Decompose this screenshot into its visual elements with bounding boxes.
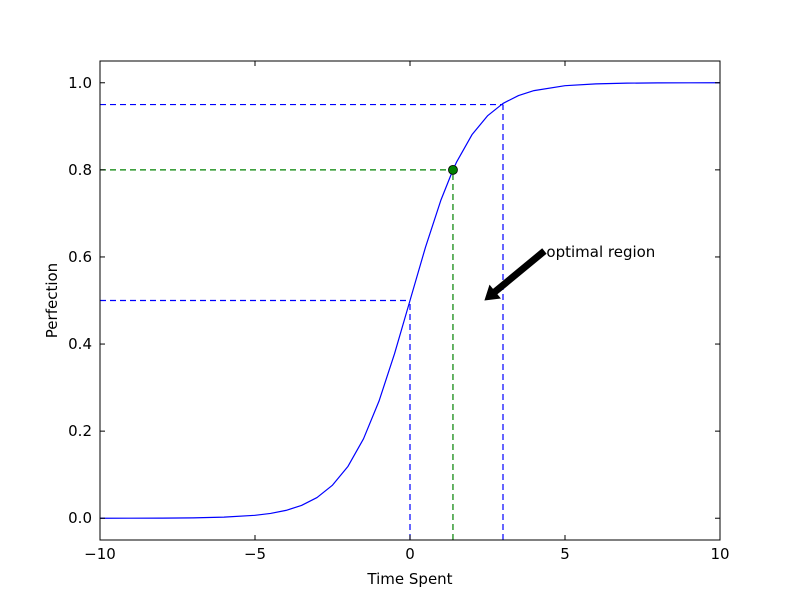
annotation: optimal region bbox=[484, 243, 655, 301]
y-tick-label: 0.4 bbox=[68, 335, 92, 353]
series-layer bbox=[99, 82, 721, 519]
x-axis-label: Time Spent bbox=[366, 570, 452, 588]
x-tick-label: 0 bbox=[405, 545, 415, 563]
highlight-layer bbox=[448, 164, 458, 175]
x-tick-label: −10 bbox=[84, 545, 116, 563]
annotation-text: optimal region bbox=[546, 243, 655, 261]
annotation-arrow bbox=[484, 248, 547, 301]
y-tick-label: 0.8 bbox=[68, 161, 92, 179]
ticks: −10 −5 0 5 10 0.0 0.2 0.4 0.6 0.8 1.0 bbox=[68, 61, 730, 563]
y-tick-label: 1.0 bbox=[68, 74, 92, 92]
series-line-0 bbox=[99, 82, 721, 519]
x-tick-label: 5 bbox=[560, 545, 570, 563]
y-tick-label: 0.6 bbox=[68, 248, 92, 266]
x-tick-label: −5 bbox=[244, 545, 266, 563]
y-tick-label: 0.2 bbox=[68, 422, 92, 440]
y-tick-label: 0.0 bbox=[68, 509, 92, 527]
reference-lines bbox=[100, 103, 504, 540]
highlight-point bbox=[448, 164, 458, 175]
x-tick-label: 10 bbox=[710, 545, 729, 563]
y-axis-label: Perfection bbox=[43, 263, 61, 338]
